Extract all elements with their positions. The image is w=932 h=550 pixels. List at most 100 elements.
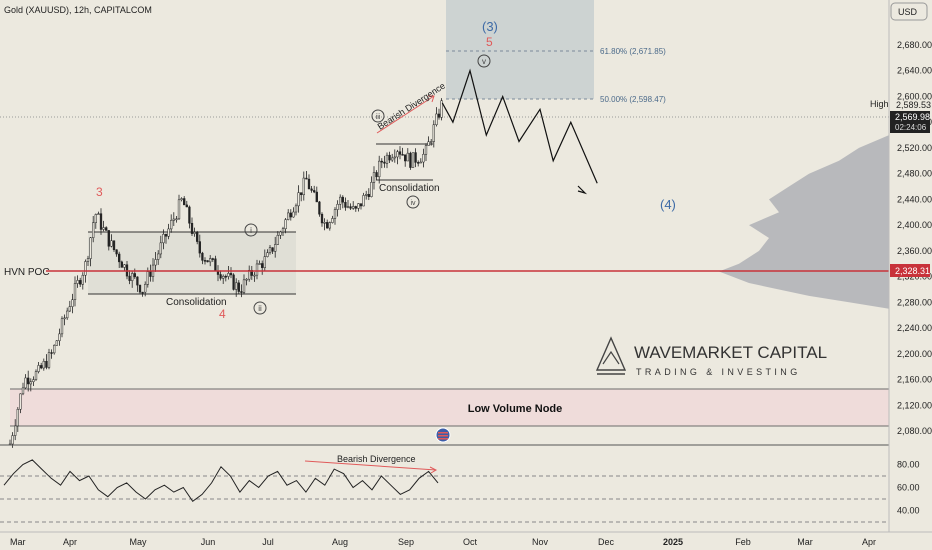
high-label: High	[870, 99, 889, 109]
candle-body	[89, 237, 92, 259]
candle-body	[326, 222, 329, 229]
candle-body	[107, 230, 110, 247]
candle-body	[419, 161, 422, 164]
candle-body	[307, 178, 311, 190]
wave-3-red: 3	[96, 185, 103, 199]
candle-body	[66, 310, 69, 319]
price-divergence-arrow	[376, 95, 435, 134]
candle-body	[175, 218, 178, 221]
countdown-value: 02:24:06	[895, 123, 927, 132]
sub-wave-ii: ii	[253, 301, 267, 315]
candle-body	[167, 228, 170, 237]
candle-body	[112, 240, 116, 250]
candle-body	[417, 162, 420, 164]
wave-4-blue: (4)	[660, 197, 676, 212]
candle-body	[55, 340, 58, 346]
candle-body	[16, 409, 19, 427]
time-tick-label: Aug	[332, 537, 348, 547]
wavemarket-logo: WAVEMARKET CAPITAL TRADING & INVESTING	[595, 336, 827, 377]
candle-body	[76, 280, 79, 284]
time-tick-label: Oct	[463, 537, 478, 547]
candle-body	[146, 271, 149, 285]
candle-body	[219, 274, 222, 279]
sub-wave-v: v	[477, 54, 491, 68]
candle-body	[131, 273, 134, 281]
candle-body	[341, 196, 344, 203]
candle-body	[37, 365, 40, 372]
logo-inner-peak-icon	[602, 350, 620, 365]
candle-body	[198, 241, 201, 254]
candle-body	[320, 213, 324, 224]
candle-body	[284, 219, 287, 229]
candle-body	[289, 212, 292, 218]
time-tick-label: 2025	[663, 537, 683, 547]
price-tick-label: 2,280.00	[897, 297, 932, 307]
candle-body	[310, 188, 313, 191]
candle-body	[105, 227, 108, 231]
rsi-tick-label: 60.00	[897, 483, 920, 493]
candle-body	[157, 253, 160, 260]
rsi-tick-label: 80.00	[897, 460, 920, 470]
low-volume-node-zone	[10, 389, 889, 426]
volume-profile	[719, 135, 889, 309]
candle-body	[214, 258, 217, 272]
candle-body	[92, 222, 95, 238]
price-tick-label: 2,080.00	[897, 426, 932, 436]
candle-body	[138, 284, 142, 293]
candle-body	[102, 227, 105, 230]
candle-body	[328, 222, 331, 229]
candle-body	[313, 190, 316, 193]
candle-body	[365, 194, 368, 196]
candle-body	[315, 191, 318, 203]
candle-body	[71, 299, 74, 307]
time-axis[interactable]: Mar Apr May Jun Jul Aug Sep Oct Nov Dec 2025 Feb Mar…	[10, 537, 876, 547]
candle-body	[414, 152, 417, 163]
candle-body	[263, 256, 266, 268]
time-tick-label: Dec	[598, 537, 615, 547]
time-tick-label: Feb	[735, 537, 751, 547]
candle-body	[331, 218, 334, 223]
price-tick-label: 2,440.00	[897, 194, 932, 204]
candle-body	[302, 177, 305, 196]
candle-body	[437, 113, 441, 118]
price-tick-label: 2,480.00	[897, 169, 932, 179]
candle-body	[424, 145, 428, 155]
currency-button[interactable]	[890, 2, 928, 21]
consolidation-2-label: Consolidation	[379, 183, 440, 194]
candle-body	[180, 198, 183, 201]
rsi-axis[interactable]: 80.00 60.00 40.00	[897, 460, 920, 516]
candle-body	[261, 263, 264, 268]
candle-body	[294, 205, 298, 213]
candle-body	[401, 154, 404, 156]
candle-body	[393, 156, 396, 159]
candle-body	[86, 258, 90, 262]
candle-body	[27, 377, 30, 385]
us-flag-icon[interactable]	[435, 427, 451, 443]
candle-body	[235, 282, 238, 290]
wave-3-blue: (3)	[482, 19, 498, 34]
candle-body	[432, 124, 435, 142]
candle-body	[42, 360, 45, 369]
currency-button-label[interactable]: USD	[898, 7, 918, 17]
candle-body	[177, 199, 181, 220]
chart-title: Gold (XAUUSD), 12h, CAPITALCOM	[4, 5, 152, 15]
candle-body	[406, 152, 409, 162]
sub-wave-ii-label: ii	[258, 304, 262, 313]
sub-wave-v-label: v	[482, 57, 486, 66]
candle-body	[164, 233, 168, 237]
current-price-tag	[890, 111, 930, 133]
candle-body	[250, 269, 253, 276]
candle-body	[29, 381, 32, 385]
high-value: 2,589.53	[896, 100, 931, 110]
fib-zone	[446, 0, 594, 99]
candle-body	[255, 263, 259, 276]
candle-body	[391, 157, 394, 161]
sub-wave-i-label: i	[250, 226, 252, 235]
candle-body	[336, 204, 339, 210]
candle-body	[248, 269, 251, 280]
candle-body	[274, 244, 277, 252]
candle-body	[370, 182, 373, 197]
candle-body	[271, 247, 274, 252]
time-tick-label: May	[129, 537, 147, 547]
